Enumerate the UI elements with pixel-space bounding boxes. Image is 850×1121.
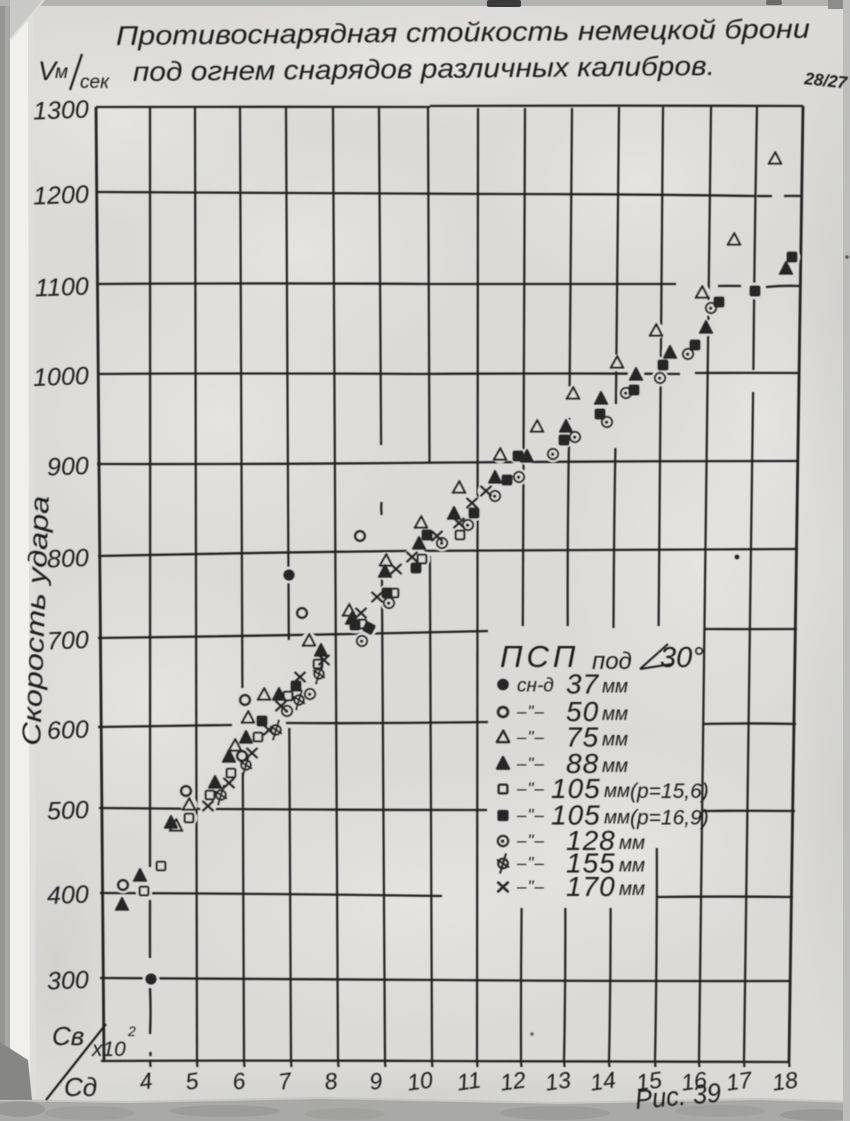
svg-text:600: 600 — [47, 716, 90, 745]
svg-text:7: 7 — [277, 1067, 294, 1095]
svg-text:800: 800 — [47, 544, 90, 573]
svg-text:–"–: –"– — [516, 854, 545, 873]
svg-text:9: 9 — [368, 1067, 384, 1095]
svg-text:105: 105 — [551, 773, 601, 804]
svg-text:700: 700 — [47, 626, 90, 655]
svg-text:1200: 1200 — [33, 181, 90, 211]
svg-text:сек: сек — [80, 72, 110, 93]
svg-text:6: 6 — [231, 1067, 247, 1095]
svg-text:37: 37 — [566, 669, 600, 700]
svg-text:х10: х10 — [91, 1038, 126, 1061]
svg-text:–"–: –"– — [516, 728, 545, 747]
svg-text:V: V — [38, 56, 59, 86]
svg-text:мм: мм — [619, 879, 645, 900]
svg-text:11: 11 — [455, 1067, 482, 1096]
svg-text:–"–: –"– — [516, 831, 545, 850]
svg-text:300: 300 — [47, 966, 90, 995]
svg-text:13: 13 — [543, 1066, 572, 1095]
svg-text:18: 18 — [770, 1066, 799, 1095]
svg-text:сн-д: сн-д — [517, 676, 554, 697]
svg-text:Противоснарядная стойкость нем: Противоснарядная стойкость немецкой брон… — [116, 14, 810, 51]
svg-text:5: 5 — [184, 1067, 200, 1095]
svg-text:2: 2 — [127, 1023, 136, 1039]
svg-text:400: 400 — [47, 881, 90, 910]
svg-text:–"–: –"– — [516, 877, 545, 896]
svg-text:50: 50 — [566, 696, 599, 727]
svg-text:900: 900 — [47, 452, 90, 481]
svg-text:17: 17 — [724, 1066, 754, 1095]
svg-text:12: 12 — [498, 1066, 527, 1095]
svg-text:8: 8 — [323, 1067, 339, 1095]
svg-text:–"–: –"– — [516, 702, 545, 721]
svg-text:155: 155 — [566, 848, 616, 879]
svg-text:мм: мм — [602, 730, 628, 751]
svg-text:75: 75 — [566, 722, 599, 753]
svg-text:1300: 1300 — [33, 96, 90, 126]
svg-text:–"–: –"– — [516, 779, 545, 798]
svg-text:Сд: Сд — [64, 1072, 97, 1102]
svg-text:Рис. 39: Рис. 39 — [634, 1078, 722, 1115]
svg-text:10: 10 — [405, 1066, 434, 1095]
svg-text:500: 500 — [47, 796, 90, 825]
svg-text:–"–: –"– — [516, 806, 545, 825]
svg-text:мм: мм — [619, 856, 645, 877]
svg-text:170: 170 — [566, 871, 616, 902]
svg-text:28/27: 28/27 — [803, 69, 850, 93]
svg-text:88: 88 — [566, 748, 599, 779]
svg-text:1100: 1100 — [34, 273, 89, 303]
svg-text:128: 128 — [566, 825, 616, 856]
svg-text:(р=15,6): (р=15,6) — [630, 780, 709, 803]
svg-text:ПСП: ПСП — [500, 639, 579, 674]
svg-text:мм: мм — [602, 704, 628, 725]
svg-text:под: под — [592, 648, 632, 675]
svg-text:мм: мм — [619, 833, 645, 854]
svg-text:м: м — [55, 62, 68, 83]
svg-text:мм: мм — [602, 756, 628, 777]
svg-text:16: 16 — [679, 1066, 708, 1095]
svg-text:14: 14 — [588, 1066, 617, 1095]
svg-text:30°: 30° — [660, 642, 704, 674]
svg-text:15: 15 — [634, 1066, 663, 1095]
svg-text:мм: мм — [602, 677, 628, 698]
svg-text:105: 105 — [551, 800, 601, 831]
svg-text:–"–: –"– — [516, 754, 545, 773]
svg-text:Св: Св — [52, 1021, 84, 1051]
svg-text:мм: мм — [604, 781, 630, 802]
svg-text:4: 4 — [138, 1067, 154, 1095]
svg-text:1000: 1000 — [33, 362, 90, 392]
svg-text:(р=16,9): (р=16,9) — [630, 807, 709, 830]
svg-text:мм: мм — [604, 808, 630, 829]
svg-text:под огнем снарядов различных к: под огнем снарядов различных калибров. — [133, 51, 715, 87]
